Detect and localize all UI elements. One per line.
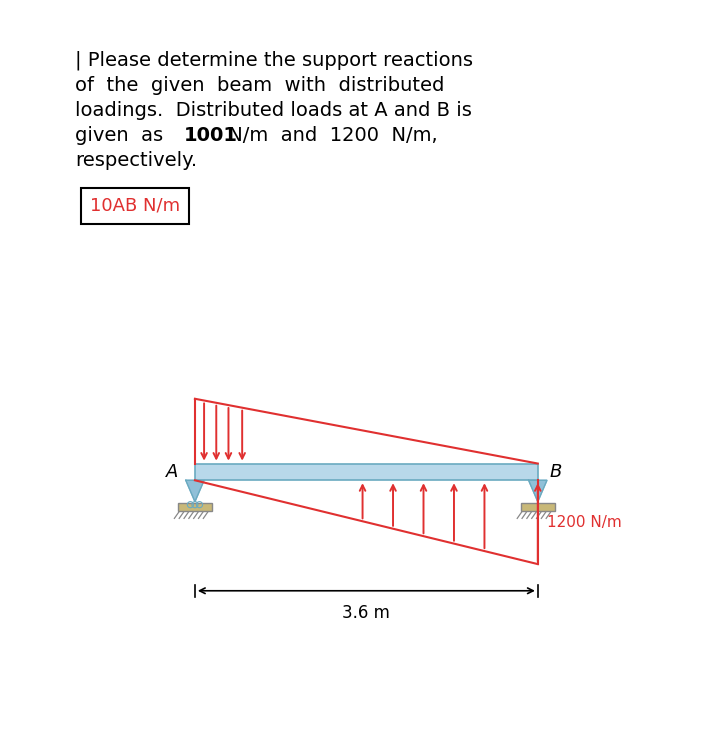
Text: loadings.  Distributed loads at A and B is: loadings. Distributed loads at A and B i… [75, 101, 472, 120]
Text: N/m  and  1200  N/m,: N/m and 1200 N/m, [222, 126, 438, 145]
Bar [178, 503, 212, 511]
Text: 10AB N/m: 10AB N/m [90, 197, 180, 215]
Bar [521, 503, 554, 511]
Text: A: A [166, 463, 178, 481]
Text: of  the  given  beam  with  distributed: of the given beam with distributed [75, 76, 444, 95]
Text: B: B [549, 463, 562, 481]
Text: | Please determine the support reactions: | Please determine the support reactions [75, 51, 473, 71]
Polygon shape [528, 480, 547, 501]
Text: respectively.: respectively. [75, 151, 197, 170]
Text: given  as: given as [75, 126, 176, 145]
Text: 1200 N/m: 1200 N/m [547, 515, 621, 530]
Text: 1001: 1001 [184, 126, 238, 145]
Bar [195, 463, 538, 480]
Text: 3.6 m: 3.6 m [343, 604, 390, 622]
Polygon shape [186, 480, 204, 501]
